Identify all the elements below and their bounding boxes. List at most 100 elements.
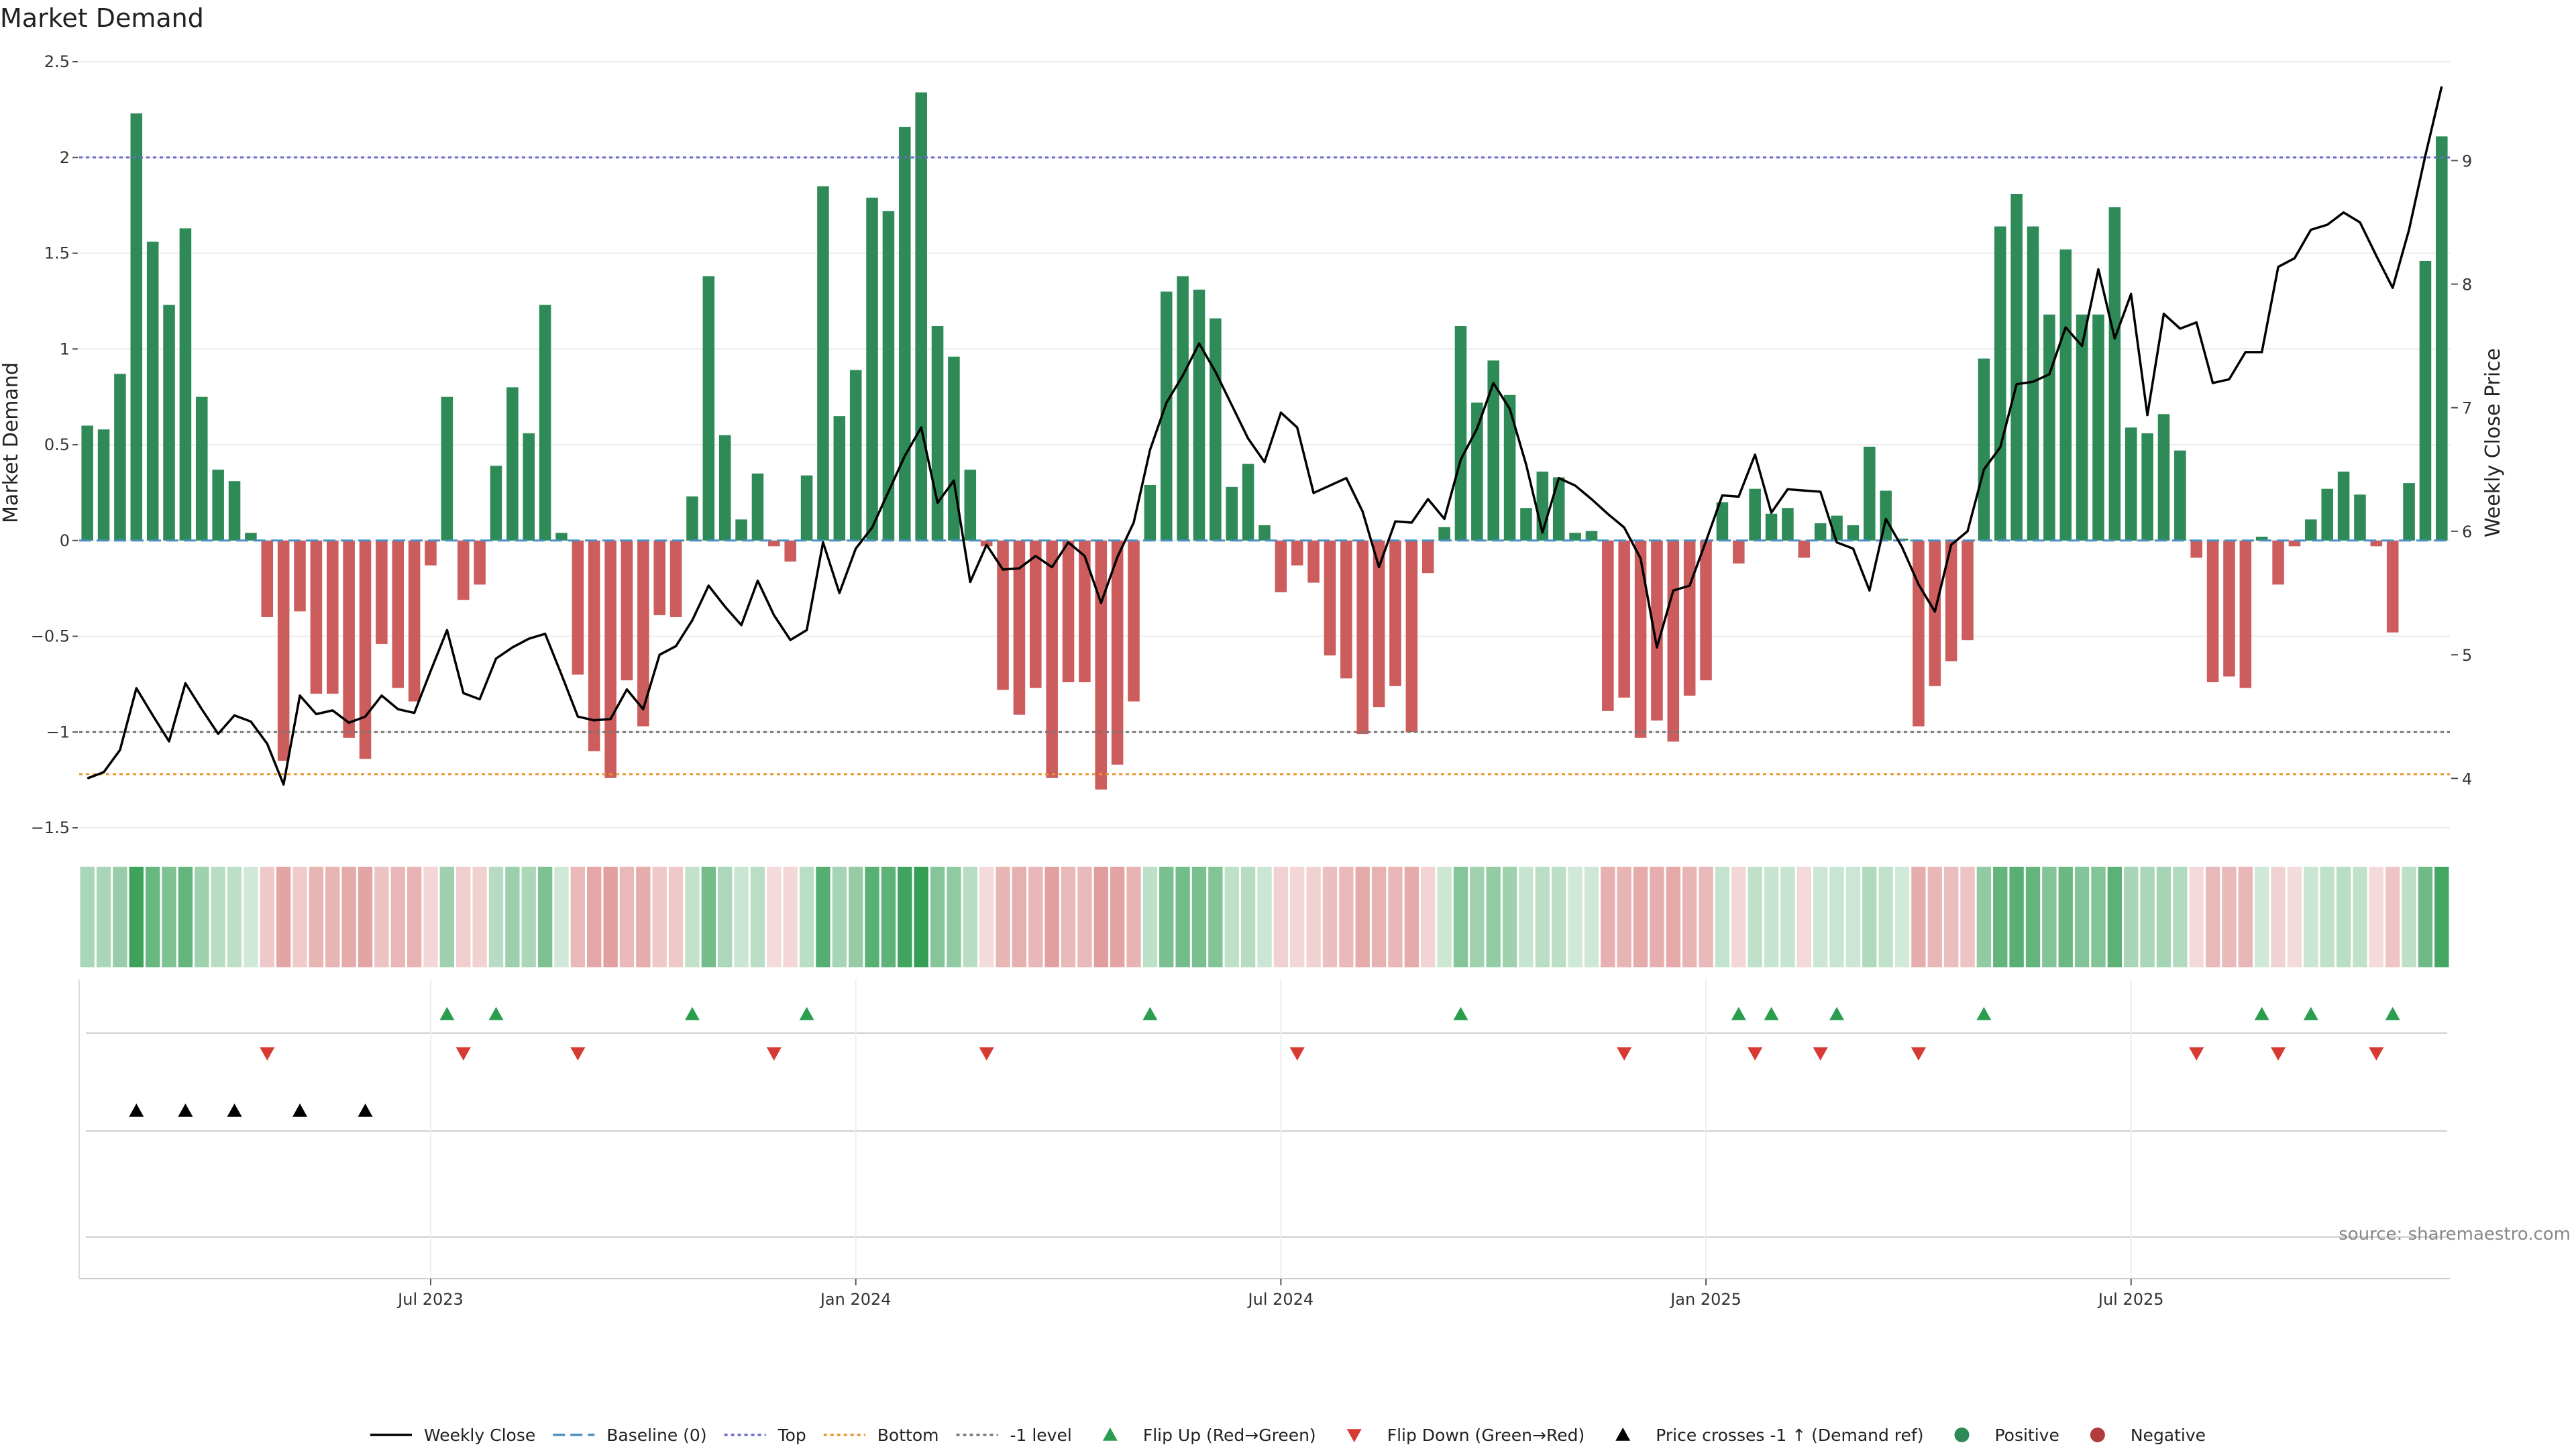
demand-bar bbox=[425, 540, 437, 566]
heat-cell bbox=[1191, 867, 1207, 967]
heat-cell bbox=[309, 867, 324, 967]
demand-bar bbox=[1634, 540, 1647, 738]
heat-cell bbox=[1404, 867, 1419, 967]
demand-bar bbox=[1242, 464, 1254, 541]
heat-cell bbox=[358, 867, 373, 967]
demand-bar bbox=[2288, 540, 2301, 547]
flip-up-marker bbox=[1731, 1007, 1746, 1020]
heat-cell bbox=[374, 867, 389, 967]
legend-symbol bbox=[1346, 1429, 1362, 1442]
y-tick-label: −0.5 bbox=[31, 627, 70, 646]
heat-cell bbox=[1862, 867, 1877, 967]
heat-cell bbox=[2255, 867, 2269, 967]
flip-down-marker bbox=[1748, 1047, 1763, 1061]
y2-tick-label: 8 bbox=[2462, 276, 2472, 294]
heat-cell bbox=[1028, 867, 1043, 967]
heat-cell bbox=[162, 867, 176, 967]
demand-bar bbox=[931, 325, 944, 541]
demand-bar bbox=[490, 466, 502, 541]
heat-cell bbox=[2369, 867, 2384, 967]
demand-bar bbox=[899, 127, 911, 541]
heat-cell bbox=[619, 867, 635, 967]
heat-cell bbox=[211, 867, 225, 967]
y2-tick-label: 4 bbox=[2462, 769, 2472, 788]
x-tick-label: Jan 2024 bbox=[819, 1290, 892, 1309]
flip-up-marker bbox=[2254, 1007, 2269, 1020]
heat-cell bbox=[1927, 867, 1942, 967]
demand-bar bbox=[866, 197, 878, 541]
heat-cell bbox=[227, 867, 242, 967]
heat-cell bbox=[1813, 867, 1828, 967]
legend-label: Flip Down (Green→Red) bbox=[1387, 1426, 1585, 1445]
demand-bar bbox=[1046, 540, 1058, 778]
demand-bar bbox=[1210, 318, 1222, 541]
heat-cell bbox=[816, 867, 830, 967]
heat-cell bbox=[1535, 867, 1550, 967]
price-cross-marker bbox=[292, 1104, 308, 1117]
heat-cell bbox=[1306, 867, 1321, 967]
price-cross-marker bbox=[178, 1104, 193, 1117]
x-tick-label: Jul 2024 bbox=[1247, 1290, 1314, 1309]
heat-cell bbox=[2271, 867, 2286, 967]
demand-bar bbox=[539, 305, 551, 541]
demand-bar bbox=[228, 481, 241, 541]
y-tick-label: −1.5 bbox=[31, 818, 70, 837]
demand-bar bbox=[980, 540, 993, 547]
reference-lines bbox=[79, 156, 2450, 775]
demand-bar bbox=[1749, 488, 1761, 541]
flip-up-marker bbox=[2303, 1007, 2318, 1020]
heat-cell bbox=[1077, 867, 1092, 967]
demand-bar bbox=[702, 276, 715, 541]
demand-bar bbox=[1079, 540, 1091, 683]
demand-bar bbox=[2255, 537, 2268, 541]
demand-bar bbox=[1962, 540, 1974, 641]
demand-bar bbox=[833, 416, 846, 541]
demand-bar bbox=[245, 533, 257, 541]
heat-cell bbox=[244, 867, 258, 967]
source-note: source: sharemaestro.com bbox=[2339, 1224, 2571, 1244]
demand-bar bbox=[326, 540, 339, 694]
demand-bar bbox=[1651, 540, 1663, 721]
legend-label: Price crosses -1 ↑ (Demand ref) bbox=[1656, 1426, 1923, 1445]
heat-cell bbox=[1224, 867, 1239, 967]
heat-cell bbox=[1878, 867, 1893, 967]
heat-cell bbox=[407, 867, 422, 967]
legend-label: Flip Up (Red→Green) bbox=[1143, 1426, 1316, 1445]
heat-cell bbox=[685, 867, 700, 967]
heat-cell bbox=[1976, 867, 1992, 967]
demand-bar bbox=[523, 433, 535, 541]
heat-cell bbox=[2042, 867, 2057, 967]
demand-bar bbox=[1062, 540, 1075, 683]
demand-bar bbox=[146, 241, 159, 541]
heat-cell bbox=[1240, 867, 1256, 967]
demand-bar bbox=[2010, 193, 2023, 541]
demand-bar bbox=[1569, 533, 1581, 541]
heat-cell bbox=[2238, 867, 2253, 967]
heat-cell bbox=[2385, 867, 2400, 967]
flip-down-marker bbox=[455, 1047, 471, 1061]
weekly-close-polyline bbox=[87, 86, 2443, 786]
demand-bar bbox=[964, 470, 977, 541]
flip-down-marker bbox=[2271, 1047, 2286, 1061]
heat-cell bbox=[996, 867, 1010, 967]
heat-cell bbox=[472, 867, 487, 967]
heat-cell bbox=[849, 867, 863, 967]
heat-cell bbox=[1421, 867, 1436, 967]
heat-cell bbox=[1829, 867, 1844, 967]
price-cross-marker bbox=[358, 1104, 373, 1117]
heat-cell bbox=[1061, 867, 1076, 967]
legend-symbol bbox=[1615, 1428, 1631, 1441]
flip-up-marker bbox=[439, 1007, 455, 1020]
heat-cell bbox=[1093, 867, 1108, 967]
demand-bar bbox=[1193, 289, 1205, 541]
heat-cell bbox=[1993, 867, 2008, 967]
demand-bar bbox=[2223, 540, 2235, 677]
heat-cell bbox=[113, 867, 127, 967]
heat-cell bbox=[1388, 867, 1403, 967]
heat-cell bbox=[734, 867, 749, 967]
demand-bar bbox=[2206, 540, 2219, 683]
demand-bar bbox=[1798, 540, 1811, 558]
demand-bar bbox=[506, 387, 519, 541]
demand-bar bbox=[2174, 450, 2186, 541]
heat-cell bbox=[488, 867, 504, 967]
